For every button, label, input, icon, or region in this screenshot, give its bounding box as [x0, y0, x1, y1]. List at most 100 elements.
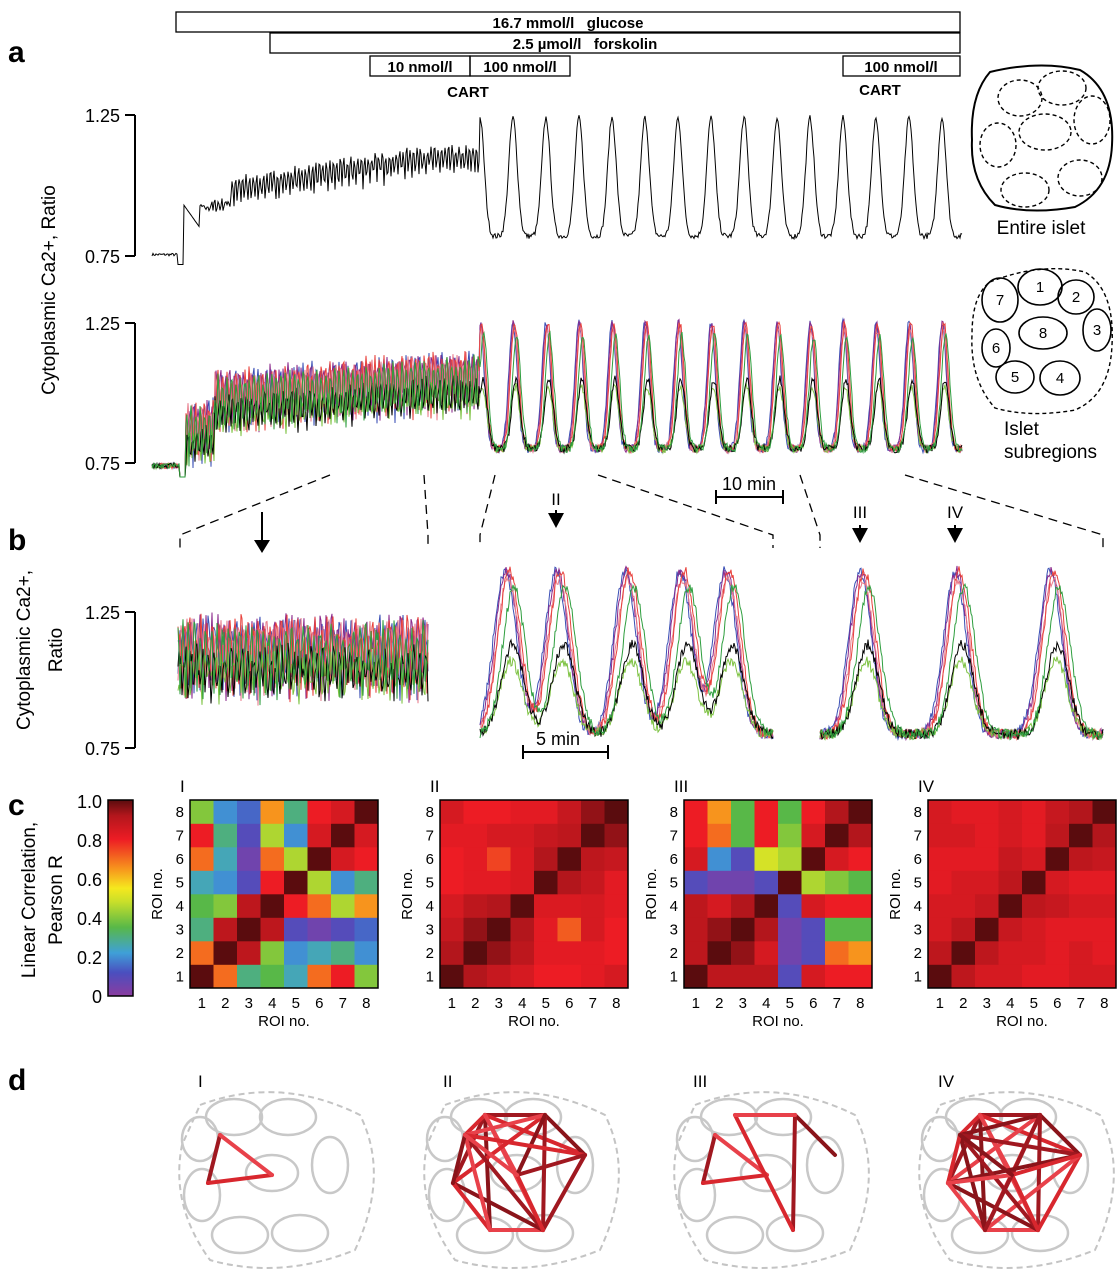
heatmap-cell: [754, 800, 779, 824]
heatmap-cell: [463, 941, 488, 965]
trace-b2-line-2: [479, 565, 774, 740]
heatmap-cell: [998, 964, 1023, 989]
cell-outline: [258, 1097, 318, 1137]
heatmap-title: III: [674, 777, 688, 796]
heatmap-ytick: 4: [914, 898, 922, 915]
heatmap-xtick: 6: [565, 995, 573, 1012]
heatmap-cell: [754, 870, 779, 895]
network-edge: [1036, 1113, 1042, 1232]
heatmap-cell: [1045, 941, 1070, 965]
heatmap-cell: [951, 823, 976, 848]
heatmap-cell: [754, 917, 779, 942]
heatmap-cell: [440, 964, 464, 989]
heatmap-xtick: 5: [292, 995, 300, 1012]
svg-text:1.0: 1.0: [77, 792, 102, 812]
cell-outline: [210, 1215, 270, 1255]
heatmap-cell: [190, 917, 214, 942]
heatmap-cell: [510, 941, 535, 965]
heatmap-cell: [731, 941, 755, 965]
heatmap-ytick: 5: [426, 874, 434, 891]
heatmap-cell: [684, 894, 708, 918]
heatmap-cell: [951, 870, 976, 895]
network-diagrams: I II III IV: [178, 1072, 1115, 1269]
heatmap-cell: [1069, 823, 1093, 848]
network-edge: [483, 1113, 492, 1232]
heatmap-cell: [331, 964, 355, 989]
heatmap-ytick: 4: [670, 898, 678, 915]
heatmap-cell: [557, 847, 582, 871]
heatmap-xtick: 1: [198, 995, 206, 1012]
heatmap-ytick: 1: [426, 968, 434, 985]
heatmap-ylabel: ROI no.: [149, 868, 166, 920]
heatmap-cell: [1022, 847, 1046, 871]
colorbar-label-1: Linear Correlation,: [19, 822, 40, 978]
heatmap-cell: [1092, 823, 1117, 848]
heatmap-cell: [260, 823, 285, 848]
cell-outline: [180, 1115, 220, 1163]
network-edge: [791, 1113, 797, 1232]
heatmap-cell: [487, 894, 511, 918]
network-edge: [713, 1133, 769, 1177]
heatmap-cell: [1045, 800, 1070, 824]
heatmap-cell: [848, 847, 873, 871]
trace-b2-line-6: [479, 638, 774, 740]
heatmap-cell: [848, 894, 873, 918]
heatmap-ylabel: ROI no.: [643, 868, 660, 920]
network-title: I: [198, 1072, 203, 1091]
heatmap-cell: [825, 941, 849, 965]
heatmap-cell: [534, 894, 558, 918]
heatmap-cell: [707, 847, 732, 871]
heatmap-ytick: 8: [176, 804, 184, 821]
heatmap-ylabel: ROI no.: [887, 868, 904, 920]
heatmap-ytick: 6: [914, 851, 922, 868]
cell-outline: [425, 1115, 465, 1163]
heatmap-cell: [487, 847, 511, 871]
subregions-label-2: subregions: [1004, 442, 1097, 463]
heatmap-cell: [975, 894, 999, 918]
heatmap-cell: [213, 800, 238, 824]
heatmap-cell: [754, 823, 779, 848]
heatmap-cell: [801, 964, 826, 989]
heatmap-cell: [440, 870, 464, 895]
heatmap-cell: [354, 941, 379, 965]
heatmap-cell: [557, 894, 582, 918]
panel-label-a: a: [8, 36, 25, 69]
network-title: III: [693, 1072, 707, 1091]
cart-100-late-bar: [842, 55, 961, 77]
cell-outline: [677, 1167, 717, 1223]
heatmap-cell: [778, 870, 802, 895]
heatmap-cell: [557, 823, 582, 848]
cell-outline: [427, 1167, 467, 1223]
heatmap-ytick: 7: [670, 827, 678, 844]
heatmap-cell: [998, 847, 1023, 871]
heatmap-cell: [331, 870, 355, 895]
network-edge: [451, 1181, 492, 1232]
svg-text:I: I: [260, 515, 265, 534]
cell-outline: [310, 1135, 350, 1195]
heatmap-ytick: 2: [914, 945, 922, 962]
heatmap-cell: [557, 941, 582, 965]
heatmap-cell: [825, 823, 849, 848]
heatmap-ylabel: ROI no.: [399, 868, 416, 920]
heatmap-cell: [463, 870, 488, 895]
heatmap-cell: [354, 917, 379, 942]
heatmap-cell: [581, 800, 605, 824]
heatmap-cell: [440, 941, 464, 965]
heatmap-cell: [237, 894, 261, 918]
heatmap-cell: [998, 800, 1023, 824]
heatmap-cell: [1092, 941, 1117, 965]
svg-text:0.6: 0.6: [77, 870, 102, 890]
trace-b2-line-3: [479, 574, 774, 739]
heatmap-cell: [510, 870, 535, 895]
heatmap-cell: [801, 800, 826, 824]
heatmap-xtick: 3: [245, 995, 253, 1012]
heatmap-cell: [284, 800, 308, 824]
heatmap-cell: [354, 800, 379, 824]
heatmap-xtick: 2: [959, 995, 967, 1012]
subregions-label-1: Islet: [1004, 419, 1040, 440]
heatmap-cell: [354, 964, 379, 989]
heatmap-cell: [510, 894, 535, 918]
heatmap-cell: [1069, 847, 1093, 871]
heatmap-cell: [260, 917, 285, 942]
heatmap-cell: [190, 847, 214, 871]
